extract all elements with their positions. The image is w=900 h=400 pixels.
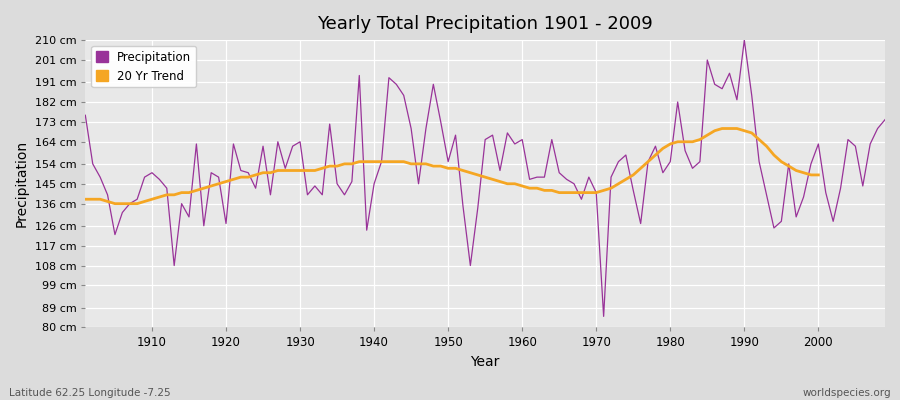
Title: Yearly Total Precipitation 1901 - 2009: Yearly Total Precipitation 1901 - 2009 xyxy=(318,15,653,33)
Text: worldspecies.org: worldspecies.org xyxy=(803,388,891,398)
Text: Latitude 62.25 Longitude -7.25: Latitude 62.25 Longitude -7.25 xyxy=(9,388,171,398)
Legend: Precipitation, 20 Yr Trend: Precipitation, 20 Yr Trend xyxy=(91,46,196,87)
Y-axis label: Precipitation: Precipitation xyxy=(15,140,29,227)
X-axis label: Year: Year xyxy=(471,355,500,369)
